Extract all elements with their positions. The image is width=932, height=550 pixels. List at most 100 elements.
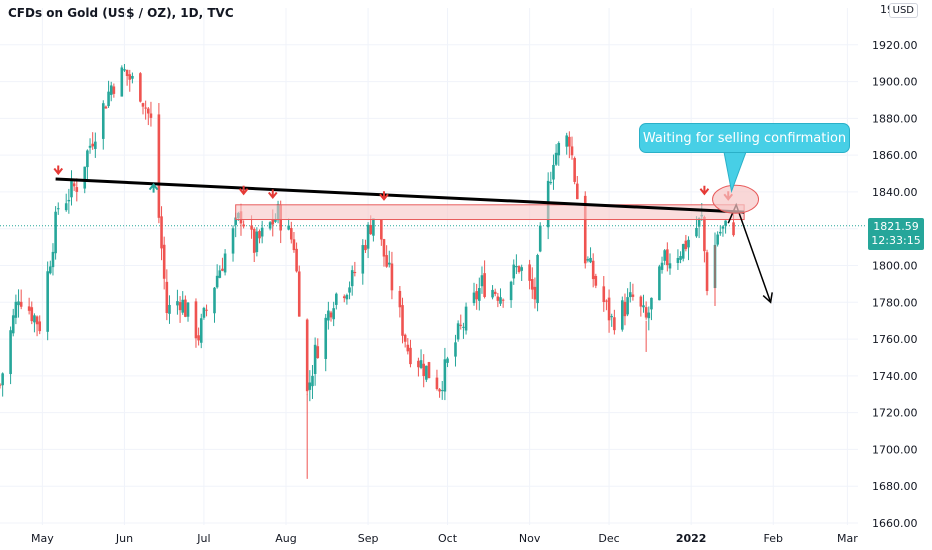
bar-countdown: 12:33:15 — [871, 234, 921, 247]
candle-body — [313, 344, 317, 374]
candle-body — [94, 141, 97, 149]
x-tick-label: Nov — [519, 532, 541, 545]
candle-body — [149, 113, 153, 118]
candle-body — [602, 286, 606, 303]
candle-body — [647, 312, 651, 319]
candle-body — [51, 251, 55, 268]
candle-body — [491, 289, 494, 298]
candle-body — [72, 183, 76, 187]
projection-arrowhead-icon — [762, 292, 773, 304]
y-tick-label: 1800.00 — [872, 260, 918, 273]
x-tick-label: Mar — [837, 532, 858, 545]
candle-body — [440, 390, 444, 392]
candle-body — [530, 279, 534, 290]
candle-body — [718, 231, 722, 234]
candle-body — [623, 301, 627, 317]
candle-body — [305, 319, 309, 392]
y-tick-label: 1920.00 — [872, 39, 918, 52]
candle-body — [528, 264, 531, 281]
candle-body — [721, 226, 725, 229]
candle-body — [668, 263, 672, 269]
candle-body — [287, 225, 290, 230]
price-axis[interactable]: 1660.00 1680.00 1700.00 1720.00 1740.00 1760.… — [872, 3, 918, 530]
touch-arrow-down-icon — [379, 191, 389, 201]
candle-body — [732, 222, 735, 236]
currency-badge[interactable]: USD — [888, 3, 918, 18]
candle-body — [329, 312, 333, 318]
candle-body — [120, 67, 124, 97]
candle-body — [517, 266, 521, 272]
candle-body — [234, 217, 237, 225]
candle-body — [199, 318, 203, 343]
candle-body — [666, 249, 669, 266]
candle-body — [213, 287, 216, 314]
time-axis[interactable]: May Jun Jul Aug Sep Oct Nov Dec 2022 Feb Mar — [31, 532, 858, 545]
candle-body — [184, 299, 187, 317]
candle-body — [162, 244, 166, 279]
candle-body — [231, 228, 235, 254]
candle-body — [613, 317, 616, 331]
candle-body — [409, 347, 412, 365]
candle-body — [438, 389, 441, 392]
candle-body — [0, 384, 2, 386]
candle-body — [197, 335, 200, 341]
candle-body — [703, 216, 706, 252]
candle-body — [483, 273, 486, 297]
candle-body — [549, 182, 553, 184]
candle-body — [123, 69, 126, 71]
candle-body — [658, 266, 661, 301]
candle-body — [33, 315, 36, 323]
grid-lines — [0, 8, 866, 525]
y-tick-label: 1760.00 — [872, 333, 918, 346]
candle-body — [427, 362, 431, 379]
candle-body — [46, 271, 49, 332]
candle-body — [274, 218, 277, 222]
candle-body — [369, 225, 373, 235]
candle-body — [271, 219, 275, 225]
x-tick-label: Feb — [764, 532, 783, 545]
candle-body — [311, 375, 314, 387]
candle-body — [695, 227, 698, 237]
x-tick-label: Sep — [358, 532, 379, 545]
candle-body — [335, 293, 338, 305]
candle-body — [605, 300, 608, 302]
annotation-callout[interactable]: Waiting for selling confirmation — [639, 123, 850, 153]
candle-body — [194, 301, 198, 339]
candle-body — [268, 222, 272, 229]
candle-body — [639, 296, 643, 307]
candle-body — [565, 135, 569, 147]
candle-body — [218, 270, 222, 278]
candle-body — [107, 91, 110, 107]
candle-body — [459, 324, 463, 326]
candle-body — [398, 290, 402, 308]
candle-body — [697, 218, 701, 227]
candle-body — [88, 145, 92, 148]
touch-arrow-down-icon — [238, 185, 249, 196]
touch-arrow-up-icon — [148, 182, 159, 193]
y-tick-label: 1680.00 — [872, 480, 918, 493]
candle-body — [464, 306, 468, 331]
candle-body — [353, 271, 357, 274]
candle-body — [308, 382, 312, 390]
candle-body — [19, 301, 23, 307]
candle-body — [176, 301, 179, 306]
candle-body — [586, 259, 590, 261]
x-tick-label: Dec — [598, 532, 619, 545]
candle-body — [160, 216, 163, 249]
candle-body — [390, 263, 394, 291]
candle-body — [168, 304, 171, 314]
candle-body — [380, 219, 383, 240]
candle-body — [724, 220, 727, 226]
candle-body — [573, 158, 576, 182]
candle-body — [146, 108, 150, 114]
candle-body — [679, 256, 682, 260]
candle-body — [27, 306, 31, 311]
candle-body — [536, 255, 539, 304]
candle-body — [520, 267, 523, 271]
candle-body — [350, 270, 354, 287]
candle-body — [54, 211, 57, 254]
candle-body — [297, 271, 301, 317]
candle-body — [205, 309, 208, 311]
y-tick-label: 1780.00 — [872, 296, 918, 309]
